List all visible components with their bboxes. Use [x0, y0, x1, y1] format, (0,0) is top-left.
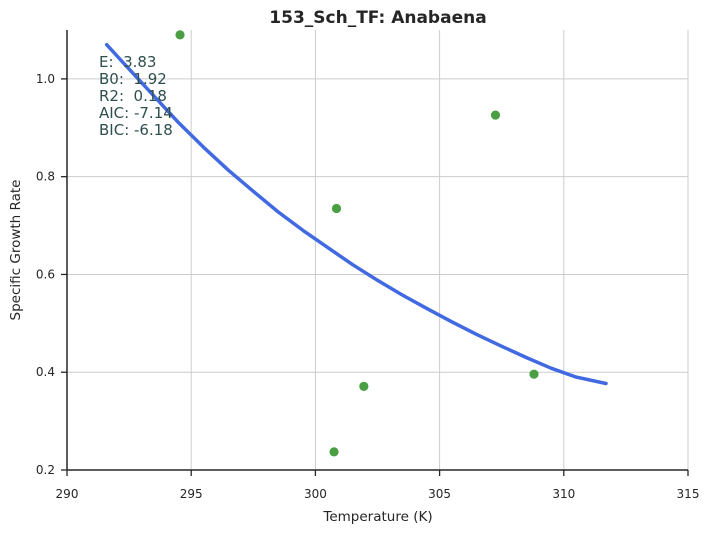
y-tick-label: 0.2 — [36, 463, 55, 477]
y-axis-label: Specific Growth Rate — [8, 180, 24, 321]
fit-stat-label: B0: 1.92 — [99, 70, 167, 88]
data-point — [529, 369, 539, 379]
fit-stat-label: R2: 0.18 — [99, 87, 167, 105]
x-tick-label: 290 — [56, 487, 79, 501]
x-tick-label: 300 — [304, 487, 327, 501]
fit-stat-label: AIC: -7.14 — [99, 104, 173, 122]
y-tick-label: 0.4 — [36, 365, 55, 379]
x-axis-label: Temperature (K) — [322, 509, 432, 525]
fit-stat-label: E: 3.83 — [99, 53, 156, 71]
fit-stat-label: BIC: -6.18 — [99, 121, 173, 139]
data-point — [359, 381, 369, 391]
data-point — [329, 447, 339, 457]
data-point — [331, 203, 342, 214]
axes: 290 295 300 305 310 315 0.2 0.4 0.6 0.8 1.0 — [36, 30, 700, 501]
x-tick-label: 295 — [180, 487, 203, 501]
fit-curve — [104, 42, 608, 386]
x-tick-label: 310 — [552, 487, 575, 501]
data-point — [175, 30, 185, 40]
y-tick-label: 1.0 — [36, 72, 55, 86]
x-tick-label: 305 — [428, 487, 451, 501]
data-point — [490, 110, 501, 120]
data-points — [175, 30, 539, 457]
chart-title: 153_Sch_TF: Anabaena — [269, 8, 486, 28]
y-tick-label: 0.6 — [36, 267, 55, 281]
grid — [67, 30, 689, 470]
x-tick-label: 315 — [677, 487, 700, 501]
y-tick-label: 0.8 — [36, 170, 55, 184]
